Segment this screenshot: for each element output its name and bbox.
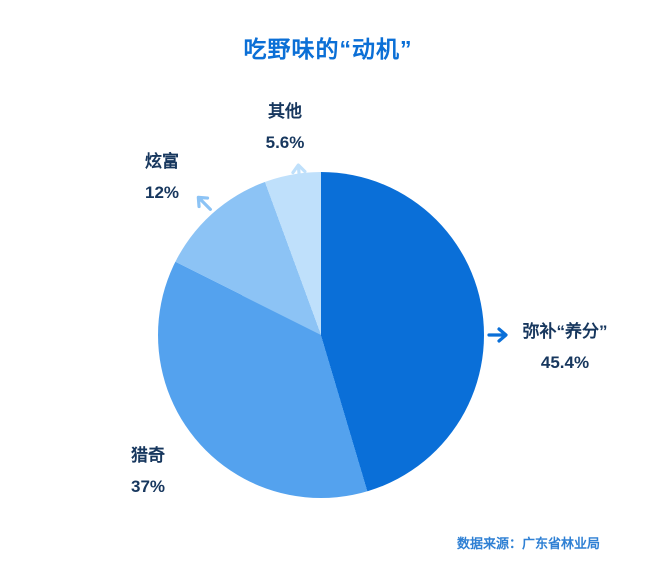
slice-name-lieqi: 猎奇 xyxy=(131,446,165,465)
slice-value-lieqi: 37% xyxy=(130,477,166,496)
slice-name-xuanfu: 炫富 xyxy=(145,152,179,171)
slice-value-qita: 5.6% xyxy=(265,133,305,152)
slice-label-lieqi: 猎奇 37% xyxy=(106,440,190,502)
slice-name-mibu: 弥补“养分” xyxy=(522,322,608,341)
slice-label-qita: 其他 5.6% xyxy=(240,96,330,158)
slice-label-xuanfu: 炫富 12% xyxy=(118,146,206,208)
data-source-caption: 数据来源：广东省林业局 xyxy=(456,536,600,551)
slice-label-mibu: 弥补“养分” 45.4% xyxy=(500,316,630,378)
chart-title: 吃野味的“动机” xyxy=(243,36,413,62)
slice-name-qita: 其他 xyxy=(268,102,302,121)
pie-chart xyxy=(158,172,484,498)
arrow-right-icon xyxy=(487,324,509,346)
arrow-up-icon xyxy=(287,161,311,185)
arrow-up-left-icon xyxy=(188,187,219,218)
slice-value-xuanfu: 12% xyxy=(144,183,180,202)
slice-value-mibu: 45.4% xyxy=(540,353,590,372)
